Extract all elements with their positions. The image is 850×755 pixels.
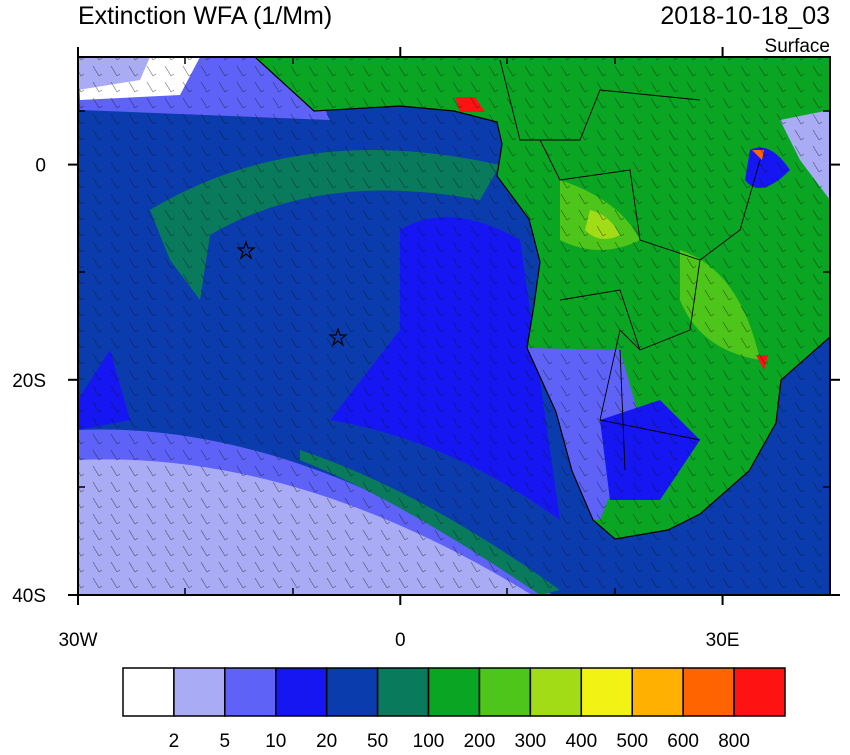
colorbar-box	[325, 667, 379, 717]
level: Surface	[765, 36, 830, 57]
y-tick-label: 40S	[12, 586, 46, 607]
title: Extinction WFA (1/Mm)	[78, 2, 332, 30]
colorbar-label: 200	[464, 731, 496, 750]
minor-ticks	[78, 57, 830, 595]
colorbar-box	[275, 667, 328, 717]
x-tick-label: 0	[395, 630, 406, 651]
colorbar-box	[427, 667, 481, 717]
colorbar-box	[529, 667, 583, 717]
colorbar-label: 500	[616, 731, 648, 750]
colorbar-label: 400	[565, 731, 597, 750]
colorbar-box	[122, 667, 175, 717]
colorbar-label: 10	[265, 731, 286, 750]
colorbar-box	[224, 667, 277, 717]
colorbar-label: 50	[367, 731, 388, 750]
x-tick-label: 30E	[706, 630, 740, 651]
date: 2018-10-18_03	[660, 2, 830, 30]
colorbar-label: 5	[220, 731, 231, 750]
y-tick-label: 0	[35, 156, 46, 177]
colorbar-label: 2	[169, 731, 180, 750]
colorbar-box	[376, 667, 430, 717]
colorbar-box	[631, 667, 684, 717]
y-tick-label: 20S	[12, 371, 46, 392]
map-field	[78, 57, 830, 595]
colorbar-label: 100	[413, 731, 445, 750]
colorbar-box	[478, 667, 532, 717]
colorbar-label: 20	[316, 731, 337, 750]
colorbar-box	[682, 667, 735, 717]
colorbar-label: 300	[515, 731, 547, 750]
x-tick-label: 30W	[58, 630, 97, 651]
map-frame	[77, 56, 831, 596]
colorbar-label: 800	[718, 731, 750, 750]
colorbar-box	[580, 667, 633, 717]
colorbar-box	[733, 667, 786, 717]
colorbar-box	[173, 667, 226, 717]
colorbar-label: 600	[667, 731, 699, 750]
